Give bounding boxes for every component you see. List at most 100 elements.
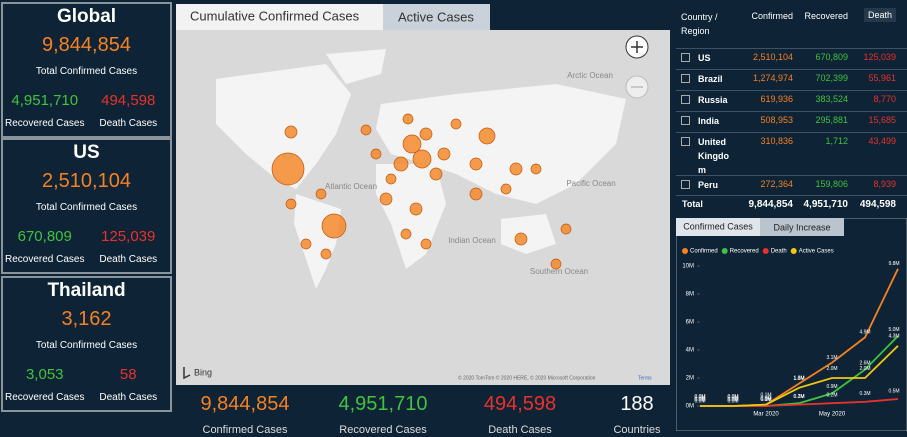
total-cell: 4,951,710 bbox=[803, 199, 849, 210]
header-cell: Country / Region bbox=[681, 12, 718, 36]
death-value: 494,598 bbox=[101, 92, 156, 109]
map-bubble bbox=[478, 127, 496, 145]
data-label: 0.0M bbox=[727, 398, 738, 404]
data-label: 0.9M bbox=[826, 384, 837, 390]
table-cell: 702,399 bbox=[815, 73, 848, 83]
data-label: 1.6M bbox=[793, 376, 804, 382]
total-label: Death Cases bbox=[488, 424, 552, 436]
land bbox=[501, 214, 556, 254]
country-name: United Kingdom bbox=[698, 137, 729, 175]
header-cell: Death bbox=[863, 8, 896, 22]
map-bubble bbox=[420, 238, 432, 250]
row-divider bbox=[676, 132, 907, 133]
card-title: Thailand bbox=[47, 280, 126, 301]
total-label: Countries bbox=[613, 424, 661, 436]
death-label: Death Cases bbox=[99, 118, 158, 129]
map-bubble bbox=[469, 187, 483, 201]
data-label: 4.9M bbox=[859, 330, 870, 336]
row-divider bbox=[676, 195, 907, 196]
table-cell: 55,961 bbox=[868, 73, 896, 83]
expand-toggle[interactable] bbox=[681, 116, 690, 125]
y-tick-label: 8M bbox=[686, 292, 694, 298]
country-name: Brazil bbox=[698, 74, 723, 84]
data-label: 5.0M bbox=[888, 327, 899, 333]
map-bubble bbox=[315, 188, 327, 200]
zoom-in-icon bbox=[631, 41, 643, 53]
map-bubble bbox=[370, 148, 382, 160]
header-cell: Recovered bbox=[804, 11, 848, 21]
country-name: India bbox=[698, 116, 720, 126]
y-tick-label: 10M bbox=[682, 264, 694, 270]
chart-background bbox=[676, 218, 907, 431]
land bbox=[326, 49, 386, 84]
row-divider bbox=[676, 175, 907, 176]
data-label: 0.0M bbox=[694, 397, 705, 403]
total-value: 4,951,710 bbox=[338, 393, 428, 415]
recovered-label: Recovered Cases bbox=[5, 392, 85, 403]
map-bubble bbox=[419, 127, 433, 141]
expand-toggle[interactable] bbox=[681, 53, 690, 62]
chart-tab-label: Confirmed Cases bbox=[683, 221, 753, 231]
total-label: Confirmed Cases bbox=[202, 424, 288, 436]
table-cell: 383,524 bbox=[815, 94, 848, 104]
legend-label: Active Cases bbox=[799, 249, 834, 255]
data-label: 0.1M bbox=[793, 394, 804, 400]
expand-toggle[interactable] bbox=[681, 180, 690, 189]
data-label: 2.0M bbox=[859, 366, 870, 372]
table-cell: 1,712 bbox=[825, 136, 848, 146]
map-tab bbox=[176, 4, 383, 30]
total-value: 188 bbox=[620, 393, 654, 415]
recovered-label: Recovered Cases bbox=[5, 118, 85, 129]
map-tab-label: Cumulative Confirmed Cases bbox=[190, 8, 360, 23]
data-label: 0.0M bbox=[727, 397, 738, 403]
y-tick-label: 4M bbox=[686, 348, 694, 354]
recovered-value: 670,809 bbox=[17, 228, 72, 245]
total-value: 494,598 bbox=[483, 393, 557, 415]
map-bubble bbox=[437, 147, 451, 161]
recovered-value: 4,951,710 bbox=[11, 92, 79, 109]
total-confirmed: 9,844,854 bbox=[42, 34, 131, 56]
header-cell: Confirmed bbox=[751, 11, 793, 21]
map-bubble bbox=[550, 258, 562, 270]
map-bubble bbox=[284, 125, 298, 139]
map-bubble bbox=[360, 124, 372, 136]
data-label: 0.5M bbox=[888, 388, 899, 394]
table-cell: 8,939 bbox=[873, 179, 896, 189]
data-label: 0.0M bbox=[760, 395, 771, 401]
data-label: 0.0M bbox=[694, 394, 705, 400]
summary-card: Global 9,844,854 Total Confirmed Cases 4,95… bbox=[1, 2, 172, 138]
map-bubble bbox=[530, 163, 542, 175]
confirmed-label: Total Confirmed Cases bbox=[35, 340, 138, 351]
ocean-label: Pacific Ocean bbox=[566, 179, 615, 188]
table-cell: 43,499 bbox=[868, 136, 896, 146]
map-bubble bbox=[412, 149, 432, 169]
map-bubble bbox=[379, 192, 393, 206]
x-tick-label: Mar 2020 bbox=[753, 412, 779, 418]
data-label: 2.6M bbox=[859, 360, 870, 366]
data-label: 0.0M bbox=[727, 395, 738, 401]
expand-toggle[interactable] bbox=[681, 95, 690, 104]
recovered-value: 3,053 bbox=[25, 366, 64, 383]
total-value: 9,844,854 bbox=[200, 393, 290, 415]
expand-toggle[interactable] bbox=[681, 137, 690, 146]
country-name: Russia bbox=[698, 95, 728, 105]
map-bubble bbox=[400, 228, 412, 240]
data-label: 0.3M bbox=[859, 391, 870, 397]
map-bubble bbox=[450, 118, 462, 130]
data-label: 0.0M bbox=[694, 395, 705, 401]
map-bubble bbox=[402, 113, 414, 125]
map-bubble bbox=[320, 248, 332, 260]
map-bubble bbox=[385, 173, 397, 185]
data-label: 9.8M bbox=[888, 261, 899, 267]
map-bubble bbox=[402, 134, 422, 154]
table-cell: 619,936 bbox=[760, 94, 793, 104]
table-cell: 670,809 bbox=[815, 52, 848, 62]
death-value: 125,039 bbox=[101, 228, 156, 245]
data-label: 1.3M bbox=[793, 376, 804, 382]
legend-marker bbox=[721, 248, 728, 254]
table-cell: 125,039 bbox=[863, 52, 896, 62]
expand-toggle[interactable] bbox=[681, 74, 690, 83]
row-divider bbox=[676, 111, 907, 112]
series-line bbox=[700, 345, 899, 407]
